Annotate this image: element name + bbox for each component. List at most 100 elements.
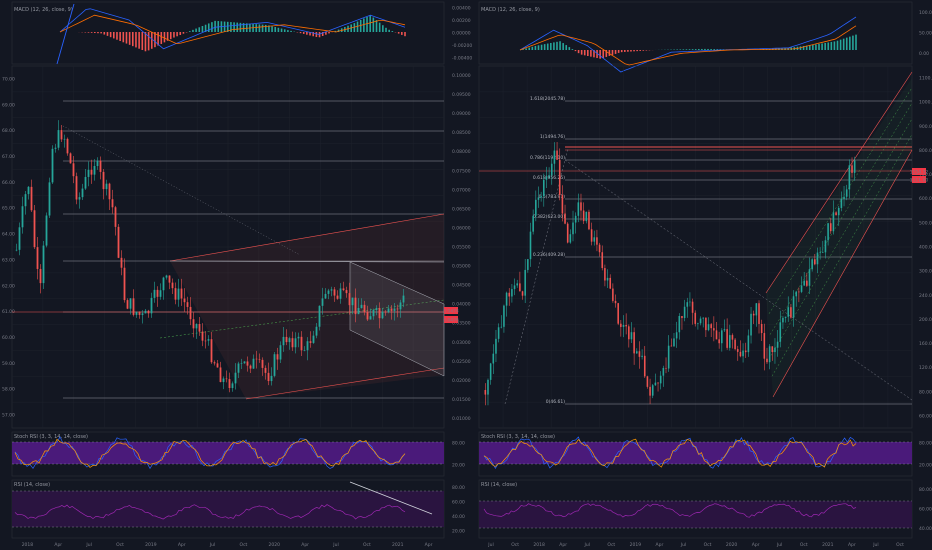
right-price-pane[interactable]: 1100.00 1000.00 900.00 800.00 700.00 600.00 50… bbox=[478, 65, 932, 429]
left-price-y-right-tick: 0.06000 bbox=[452, 225, 471, 231]
left-candle-body bbox=[402, 295, 405, 303]
right-macd-border bbox=[478, 1, 913, 65]
left-price-y-right-tick: 0.02500 bbox=[452, 359, 471, 365]
left-price-pane[interactable]: 70.00 69.00 68.00 67.00 66.00 65.00 64.00 63.00… bbox=[2, 65, 471, 429]
left-candle-body bbox=[294, 338, 297, 348]
left-candle-body bbox=[375, 308, 378, 310]
left-candle-body bbox=[396, 308, 399, 310]
right-candle-body bbox=[489, 363, 492, 380]
left-stoch-label: Stoch RSI (3, 3, 14, 14, close) bbox=[14, 434, 88, 440]
left-candle-body bbox=[378, 308, 381, 319]
left-candle-body bbox=[51, 148, 54, 183]
left-candle-body bbox=[210, 339, 213, 363]
left-candle-body bbox=[339, 288, 342, 299]
left-price-y-right-tick: 0.02000 bbox=[452, 378, 471, 384]
left-price-y-right-tick: 0.04000 bbox=[452, 302, 471, 308]
right-candle-body bbox=[840, 199, 843, 208]
left-price-y-left-tick: 70.00 bbox=[2, 76, 15, 82]
right-x-tick: Oct bbox=[511, 542, 519, 548]
left-candle-body bbox=[132, 298, 135, 315]
right-candle-body bbox=[795, 291, 798, 297]
left-candle-body bbox=[99, 160, 102, 172]
right-macd-pane[interactable]: MACD (12, 26, close, 9) 100.00 50.00 0.00 bbox=[478, 1, 932, 73]
left-candle-body bbox=[348, 293, 351, 306]
right-candle-body bbox=[670, 345, 673, 347]
right-candle-body bbox=[816, 252, 819, 265]
left-x-tick: Apr bbox=[54, 542, 62, 548]
left-candle-body bbox=[264, 367, 267, 373]
right-candle-body bbox=[848, 165, 851, 190]
right-candle-body bbox=[734, 339, 736, 350]
right-channel-bottom bbox=[772, 149, 913, 398]
left-candle-body bbox=[198, 324, 201, 332]
left-candle-body bbox=[213, 362, 216, 364]
left-price-y-right-tick: 0.08500 bbox=[452, 130, 471, 136]
left-candle-body bbox=[318, 305, 321, 327]
right-rsi-y-tick: 80.00 bbox=[919, 487, 932, 493]
left-candle-body bbox=[27, 186, 30, 195]
left-candle-body bbox=[276, 354, 279, 360]
right-candle-body bbox=[800, 285, 803, 292]
right-rsi-y-tick: 40.00 bbox=[919, 526, 932, 532]
left-x-tick: 2019 bbox=[145, 542, 157, 548]
right-candle-body bbox=[553, 150, 556, 164]
right-fib-label: 1.618(2045.78) bbox=[530, 96, 565, 102]
right-candle-body bbox=[782, 317, 784, 323]
right-stoch-label: Stoch RSI (3, 3, 14, 14, close) bbox=[481, 434, 555, 440]
left-candle-body bbox=[258, 359, 261, 360]
left-rsi-pane[interactable]: RSI (14, close) 80.00 60.00 40.00 20.00 bbox=[11, 479, 465, 539]
right-candle-body bbox=[503, 305, 505, 327]
right-candle-body bbox=[673, 338, 675, 347]
right-candle-body bbox=[689, 301, 691, 303]
left-candle-body bbox=[246, 361, 249, 366]
left-price-y-right-tick: 0.09500 bbox=[452, 92, 471, 98]
right-candle-body bbox=[710, 324, 712, 329]
right-candle-body bbox=[835, 212, 837, 216]
right-x-tick: Apr bbox=[559, 542, 567, 548]
left-chart[interactable]: MACD (12, 26, close, 9) 0.00400 0.00200 0.… bbox=[2, 1, 472, 548]
right-rsi-pane[interactable]: RSI (14, close) 80.00 60.00 40.00 bbox=[478, 479, 932, 539]
right-candle-body bbox=[742, 350, 744, 357]
right-price-y-tick: 240.00 bbox=[919, 293, 932, 299]
left-price-y-left-tick: 67.00 bbox=[2, 154, 15, 160]
left-candle-body bbox=[87, 169, 90, 177]
right-candle-body bbox=[643, 355, 646, 377]
left-price-y-right-tick: 0.06500 bbox=[452, 206, 471, 212]
left-candle-body bbox=[237, 363, 240, 373]
left-stoch-d bbox=[14, 438, 406, 468]
right-fib-label: 1(1494.76) bbox=[540, 134, 565, 140]
left-stoch-y-tick: 20.00 bbox=[452, 463, 465, 469]
left-candle-body bbox=[69, 153, 72, 164]
left-candle-body bbox=[36, 247, 39, 269]
right-candle-body bbox=[662, 367, 665, 376]
right-candle-body bbox=[821, 252, 824, 253]
right-chart[interactable]: MACD (12, 26, close, 9) 100.0050.000.00 … bbox=[478, 1, 932, 548]
left-x-tick: Oct bbox=[363, 542, 371, 548]
right-candle-body bbox=[731, 335, 734, 340]
left-channel-top bbox=[169, 213, 445, 262]
left-candle-body bbox=[144, 310, 147, 314]
left-candle-body bbox=[108, 183, 111, 200]
left-x-tick: 2021 bbox=[392, 542, 404, 548]
left-stoch-band bbox=[12, 442, 444, 464]
left-x-tick: Apr bbox=[178, 542, 186, 548]
left-macd-y-tick: -0.00400 bbox=[452, 55, 472, 61]
left-candle-body bbox=[129, 298, 132, 309]
right-candle-body bbox=[511, 289, 513, 297]
left-macd-pane[interactable]: MACD (12, 26, close, 9) 0.00400 0.00200 0.… bbox=[11, 1, 472, 65]
left-candle-body bbox=[15, 249, 18, 251]
left-candle-body bbox=[48, 182, 51, 216]
right-x-tick: Oct bbox=[896, 542, 904, 548]
left-x-tick: 2018 bbox=[22, 542, 34, 548]
left-stoch-pane[interactable]: Stoch RSI (3, 3, 14, 14, close) 80.00 20.… bbox=[11, 431, 465, 477]
left-candle-body bbox=[201, 331, 204, 341]
right-candle-body bbox=[726, 329, 728, 348]
right-channel-inner bbox=[768, 87, 913, 314]
right-stoch-pane[interactable]: Stoch RSI (3, 3, 14, 14, close) 80.00 20.… bbox=[478, 431, 932, 477]
left-candle-body bbox=[45, 215, 48, 246]
left-candle-body bbox=[351, 297, 354, 306]
right-macd-label: MACD (12, 26, close, 9) bbox=[481, 7, 540, 13]
left-candle-body bbox=[135, 311, 138, 315]
right-stoch-d bbox=[483, 438, 857, 468]
left-rsi-y-tick: 40.00 bbox=[452, 514, 465, 520]
